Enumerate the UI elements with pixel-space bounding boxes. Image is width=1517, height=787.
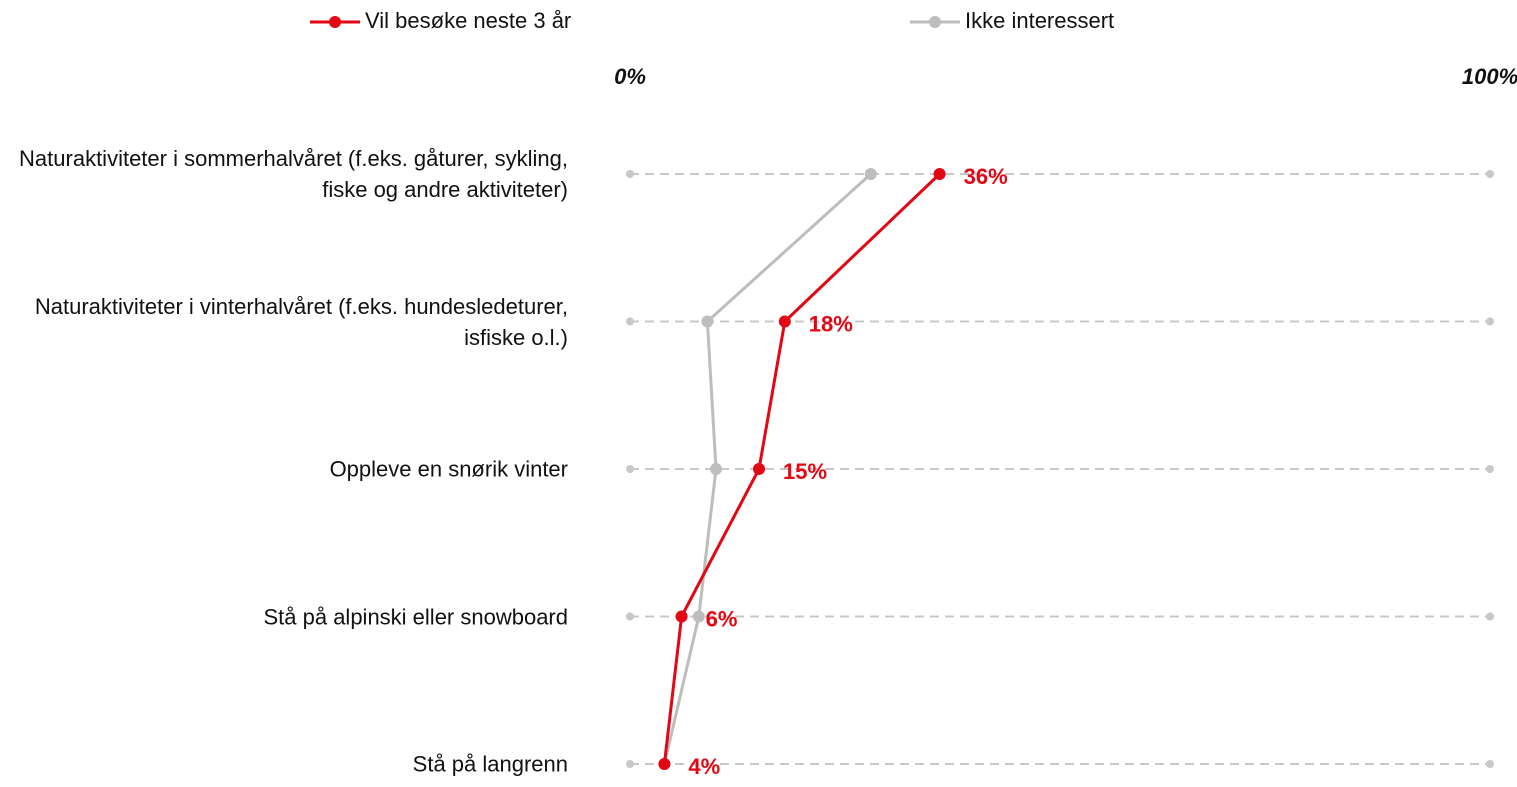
point xyxy=(692,610,705,623)
point xyxy=(753,463,765,475)
point xyxy=(710,463,722,475)
category-label: Naturaktiviteter i vinterhalvåret (f.eks… xyxy=(34,293,568,350)
point xyxy=(778,315,791,328)
point xyxy=(701,315,714,328)
grid-end xyxy=(626,612,634,621)
category-label: Stå på langrenn xyxy=(412,751,568,777)
legend-marker xyxy=(929,16,941,28)
data-label: 18% xyxy=(809,311,853,336)
data-label: 4% xyxy=(688,754,720,779)
grid-end xyxy=(626,317,634,326)
category-label: Naturaktiviteter i sommerhalvåret (f.eks… xyxy=(19,146,568,202)
grid-end xyxy=(1486,317,1494,326)
grid-end xyxy=(626,170,634,178)
point xyxy=(658,758,671,770)
legend-marker xyxy=(329,16,341,28)
data-label: 36% xyxy=(964,164,1008,189)
grid-end xyxy=(1486,465,1494,473)
grid-end xyxy=(1486,170,1494,178)
data-label: 15% xyxy=(783,459,827,484)
legend-label: Ikke interessert xyxy=(965,8,1114,33)
point xyxy=(864,168,877,180)
category-label: Oppleve en snørik vinter xyxy=(329,456,568,482)
grid-end xyxy=(1486,760,1494,768)
category-label: Stå på alpinski eller snowboard xyxy=(263,604,568,629)
grid-end xyxy=(626,760,634,768)
data-label: 6% xyxy=(706,606,738,631)
legend-label: Vil besøke neste 3 år xyxy=(365,8,571,33)
grid-end xyxy=(626,465,634,473)
point xyxy=(675,610,688,623)
x-tick-label: 0% xyxy=(614,64,646,89)
x-tick-label: 100% xyxy=(1462,64,1517,89)
grid-end xyxy=(1486,612,1494,621)
point xyxy=(933,168,946,180)
